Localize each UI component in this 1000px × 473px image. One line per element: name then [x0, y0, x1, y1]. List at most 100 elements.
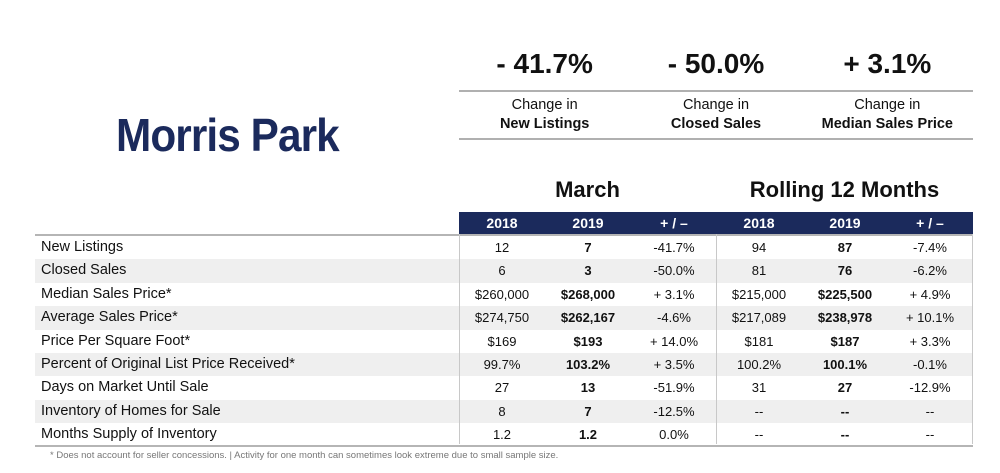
row-label: Price Per Square Foot* — [41, 332, 191, 349]
column-divider — [459, 234, 460, 444]
cell-month-2018: $274,750 — [474, 310, 530, 326]
kpi-median-price-value: + 3.1% — [843, 48, 932, 79]
cell-month-2019: $193 — [573, 333, 603, 349]
kpi-label-line1: Change in — [511, 97, 578, 113]
cell-rolling-2018: 94 — [751, 240, 767, 255]
kpi-closed-sales-value: - 50.0% — [667, 48, 765, 79]
kpi-top-divider — [459, 90, 973, 92]
group-title-rolling: Rolling 12 Months — [749, 177, 940, 202]
cell-month-2018: 1.2 — [492, 427, 512, 443]
cell-rolling-2018: -- — [754, 403, 764, 419]
cell-rolling-change: -- — [925, 427, 935, 443]
cell-rolling-2019: -- — [840, 427, 850, 443]
table-row: Percent of Original List Price Received*… — [35, 352, 973, 377]
cell-rolling-change: -0.1% — [913, 356, 947, 372]
cell-month-change: -51.9% — [653, 380, 695, 396]
kpi-label-line2: New Listings — [499, 116, 590, 132]
cell-rolling-2018: $181 — [744, 333, 774, 349]
cell-month-2019: 1.2 — [578, 427, 598, 443]
cell-rolling-change: -6.2% — [913, 263, 947, 279]
cell-month-2018: 8 — [498, 403, 506, 419]
column-header: 2019 — [572, 215, 604, 231]
cell-month-2019: 3 — [584, 263, 592, 279]
table-row: Inventory of Homes for Sale 8 7 -12.5% -… — [35, 399, 973, 424]
cell-rolling-2019: $187 — [830, 333, 860, 349]
cell-month-2019: $262,167 — [560, 310, 616, 326]
cell-month-2019: 7 — [584, 240, 592, 255]
row-label: New Listings — [41, 239, 124, 255]
column-divider — [972, 234, 973, 444]
cell-rolling-2018: $215,000 — [731, 286, 787, 302]
cell-month-change: -41.7% — [653, 240, 695, 255]
cell-month-change: -4.6% — [657, 310, 691, 326]
cell-rolling-2018: 31 — [751, 380, 767, 396]
page-title: Morris Park — [116, 109, 340, 161]
cell-rolling-change: + 10.1% — [905, 310, 955, 326]
kpi-label-line2: Median Sales Price — [821, 116, 953, 132]
cell-month-2018: $260,000 — [474, 286, 530, 302]
row-label: Median Sales Price* — [41, 285, 172, 302]
kpi-label-line1: Change in — [682, 97, 750, 113]
footnote: * Does not account for seller concession… — [50, 450, 559, 461]
cell-rolling-change: + 3.3% — [909, 333, 951, 349]
table-row: Months Supply of Inventory 1.2 1.2 0.0% … — [35, 423, 973, 446]
row-label: Average Sales Price* — [41, 309, 178, 326]
cell-month-2018: 27 — [494, 380, 510, 396]
cell-rolling-2019: 87 — [837, 240, 853, 255]
cell-month-change: + 3.5% — [653, 356, 695, 372]
cell-rolling-2019: 27 — [837, 380, 853, 396]
cell-month-2018: $169 — [487, 333, 517, 349]
cell-month-2018: 6 — [498, 263, 506, 279]
cell-rolling-2019: $225,500 — [817, 286, 873, 302]
group-title-month: March — [555, 177, 620, 202]
kpi-closed-sales-label: Change in Closed Sales — [630, 96, 801, 134]
row-label: Inventory of Homes for Sale — [41, 402, 221, 419]
kpi-new-listings-label: Change in New Listings — [459, 96, 630, 134]
cell-rolling-change: + 4.9% — [909, 286, 951, 302]
cell-month-change: + 3.1% — [653, 286, 695, 302]
row-label: Closed Sales — [41, 262, 127, 279]
cell-rolling-2019: 100.1% — [822, 356, 868, 372]
row-label: Months Supply of Inventory — [41, 426, 217, 443]
cell-month-2019: $268,000 — [560, 286, 616, 302]
cell-month-change: -12.5% — [653, 403, 695, 419]
cell-rolling-2019: 76 — [837, 263, 853, 279]
kpi-label-line2: Closed Sales — [670, 116, 762, 132]
table-row: New Listings 12 7 -41.7% 94 87 -7.4% — [35, 236, 973, 259]
kpi-new-listings-value: - 41.7% — [496, 48, 593, 79]
kpi-median-price-label: Change in Median Sales Price — [802, 96, 973, 134]
column-header: + / – — [916, 215, 944, 231]
table-bottom-divider — [35, 445, 973, 447]
cell-rolling-2018: $217,089 — [731, 310, 787, 326]
table-row: Median Sales Price* $260,000 $268,000 + … — [35, 283, 973, 306]
cell-month-2018: 99.7% — [483, 356, 521, 372]
cell-month-2018: 12 — [494, 240, 510, 255]
cell-month-change: + 14.0% — [649, 333, 699, 349]
table-header: 2018 2019 + / – 2018 2019 + / – — [459, 212, 973, 234]
column-header: 2019 — [829, 215, 861, 231]
row-label: Percent of Original List Price Received* — [41, 355, 295, 372]
cell-month-2019: 103.2% — [565, 356, 611, 372]
table-row: Price Per Square Foot* $169 $193 + 14.0%… — [35, 330, 973, 353]
kpi-label-line1: Change in — [854, 97, 921, 113]
column-divider — [716, 234, 717, 444]
column-header: + / – — [660, 215, 688, 231]
kpi-summary: - 41.7% - 50.0% + 3.1% Change in New Lis… — [459, 48, 973, 140]
cell-rolling-2018: 100.2% — [736, 356, 782, 372]
header-divider — [35, 234, 973, 236]
cell-rolling-2019: $238,978 — [817, 310, 873, 326]
cell-month-change: -50.0% — [653, 263, 695, 279]
cell-month-2019: 13 — [580, 380, 596, 396]
table-body: New Listings 12 7 -41.7% 94 87 -7.4% Clo… — [35, 236, 973, 447]
cell-rolling-2018: 81 — [751, 263, 767, 279]
cell-rolling-change: -- — [925, 403, 935, 419]
table-row: Closed Sales 6 3 -50.0% 81 76 -6.2% — [35, 259, 973, 283]
cell-rolling-2018: -- — [754, 427, 764, 443]
column-header: 2018 — [486, 215, 518, 231]
table-row: Average Sales Price* $274,750 $262,167 -… — [35, 306, 973, 330]
table-row: Days on Market Until Sale 27 13 -51.9% 3… — [35, 376, 973, 399]
cell-month-change: 0.0% — [659, 427, 689, 443]
cell-rolling-2019: -- — [840, 403, 850, 419]
cell-rolling-change: -7.4% — [913, 240, 947, 255]
column-header: 2018 — [743, 215, 775, 231]
